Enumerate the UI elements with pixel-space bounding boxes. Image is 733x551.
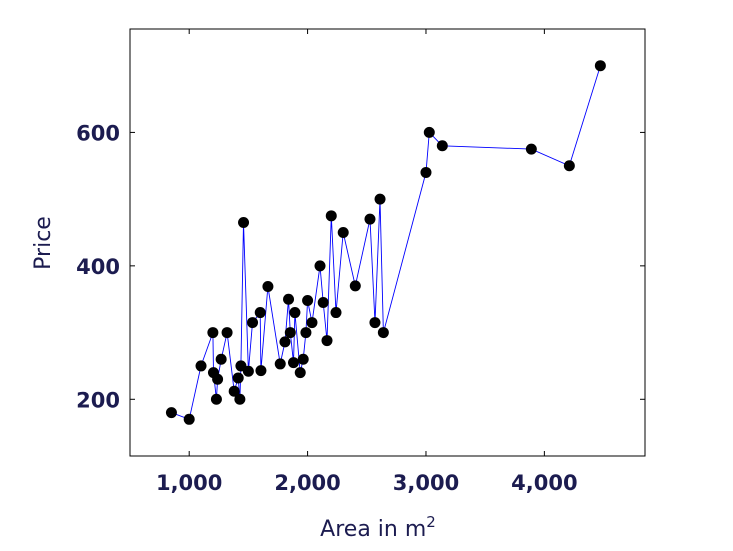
data-point xyxy=(254,307,266,319)
x-tick-label: 2,000 xyxy=(274,471,340,495)
data-point xyxy=(195,360,207,372)
data-point xyxy=(302,295,314,307)
data-point xyxy=(284,327,296,339)
data-point xyxy=(234,393,246,405)
data-point xyxy=(212,373,224,385)
data-point xyxy=(436,140,448,152)
data-point xyxy=(349,280,361,292)
y-tick-label: 200 xyxy=(76,388,120,412)
data-point xyxy=(279,336,291,348)
data-point xyxy=(215,353,227,365)
data-point xyxy=(294,367,306,379)
x-axis-label-text: Area in m xyxy=(320,517,426,542)
data-point xyxy=(228,385,240,397)
axis-ticks: 1,000 2,000 3,000 4,000 200 400 600 xyxy=(76,29,645,495)
data-point xyxy=(330,307,342,319)
data-point xyxy=(306,317,318,329)
x-axis-label-superscript: 2 xyxy=(426,513,436,531)
data-point xyxy=(287,357,299,369)
data-point xyxy=(210,393,222,405)
data-point xyxy=(369,317,381,329)
data-point xyxy=(563,160,575,172)
data-point xyxy=(300,327,312,339)
x-axis-label: Area in m2 xyxy=(320,513,436,542)
y-tick-label: 400 xyxy=(76,255,120,279)
data-point xyxy=(207,327,219,339)
data-point xyxy=(525,143,537,155)
data-point xyxy=(221,327,233,339)
data-point xyxy=(255,365,267,377)
x-tick-label: 1,000 xyxy=(156,471,222,495)
x-tick-label: 3,000 xyxy=(393,471,459,495)
data-point xyxy=(423,126,435,138)
x-tick-label: 4,000 xyxy=(511,471,577,495)
data-point xyxy=(314,260,326,272)
data-point xyxy=(283,293,295,305)
y-axis-label: Price xyxy=(31,216,56,270)
data-point xyxy=(317,297,329,309)
data-point xyxy=(374,193,386,205)
plot-marks xyxy=(165,60,606,425)
data-point xyxy=(594,60,606,72)
data-point xyxy=(321,335,333,347)
data-point xyxy=(297,353,309,365)
data-point xyxy=(232,372,244,384)
data-point xyxy=(165,407,177,419)
data-point xyxy=(242,365,254,377)
data-point xyxy=(377,327,389,339)
data-point xyxy=(274,358,286,370)
data-point xyxy=(247,317,259,329)
y-tick-label: 600 xyxy=(76,121,120,145)
data-point xyxy=(325,210,337,222)
data-point xyxy=(289,307,301,319)
data-point xyxy=(183,413,195,425)
data-point xyxy=(238,216,250,228)
data-point xyxy=(364,213,376,225)
data-point xyxy=(337,226,349,238)
data-point xyxy=(420,166,432,178)
data-point xyxy=(262,281,274,293)
plot-frame xyxy=(129,28,646,457)
